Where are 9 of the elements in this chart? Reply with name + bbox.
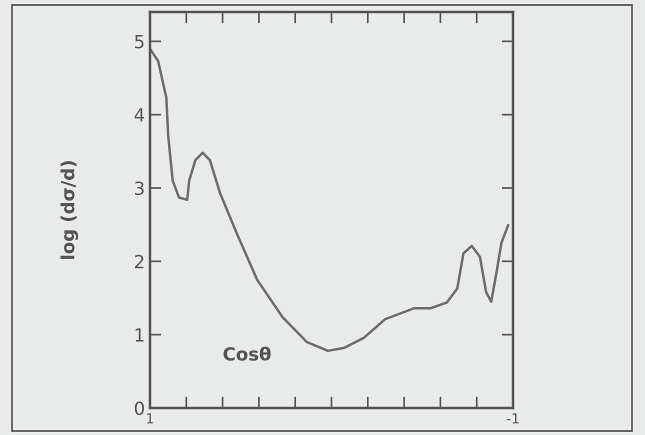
y-tick-label: 2 — [134, 254, 144, 268]
y-axis-title: log (dσ/d) — [60, 161, 78, 259]
y-tick-label: 1 — [136, 328, 144, 342]
y-tick-label: 3 — [135, 181, 144, 196]
y-tick-label: 4 — [134, 108, 144, 122]
x-axis-title: Cosθ — [224, 346, 271, 361]
y-tick-label: 0 — [134, 401, 144, 416]
y-tick-label: 5 — [135, 35, 144, 48]
x-tick-label: -1 — [506, 413, 519, 424]
